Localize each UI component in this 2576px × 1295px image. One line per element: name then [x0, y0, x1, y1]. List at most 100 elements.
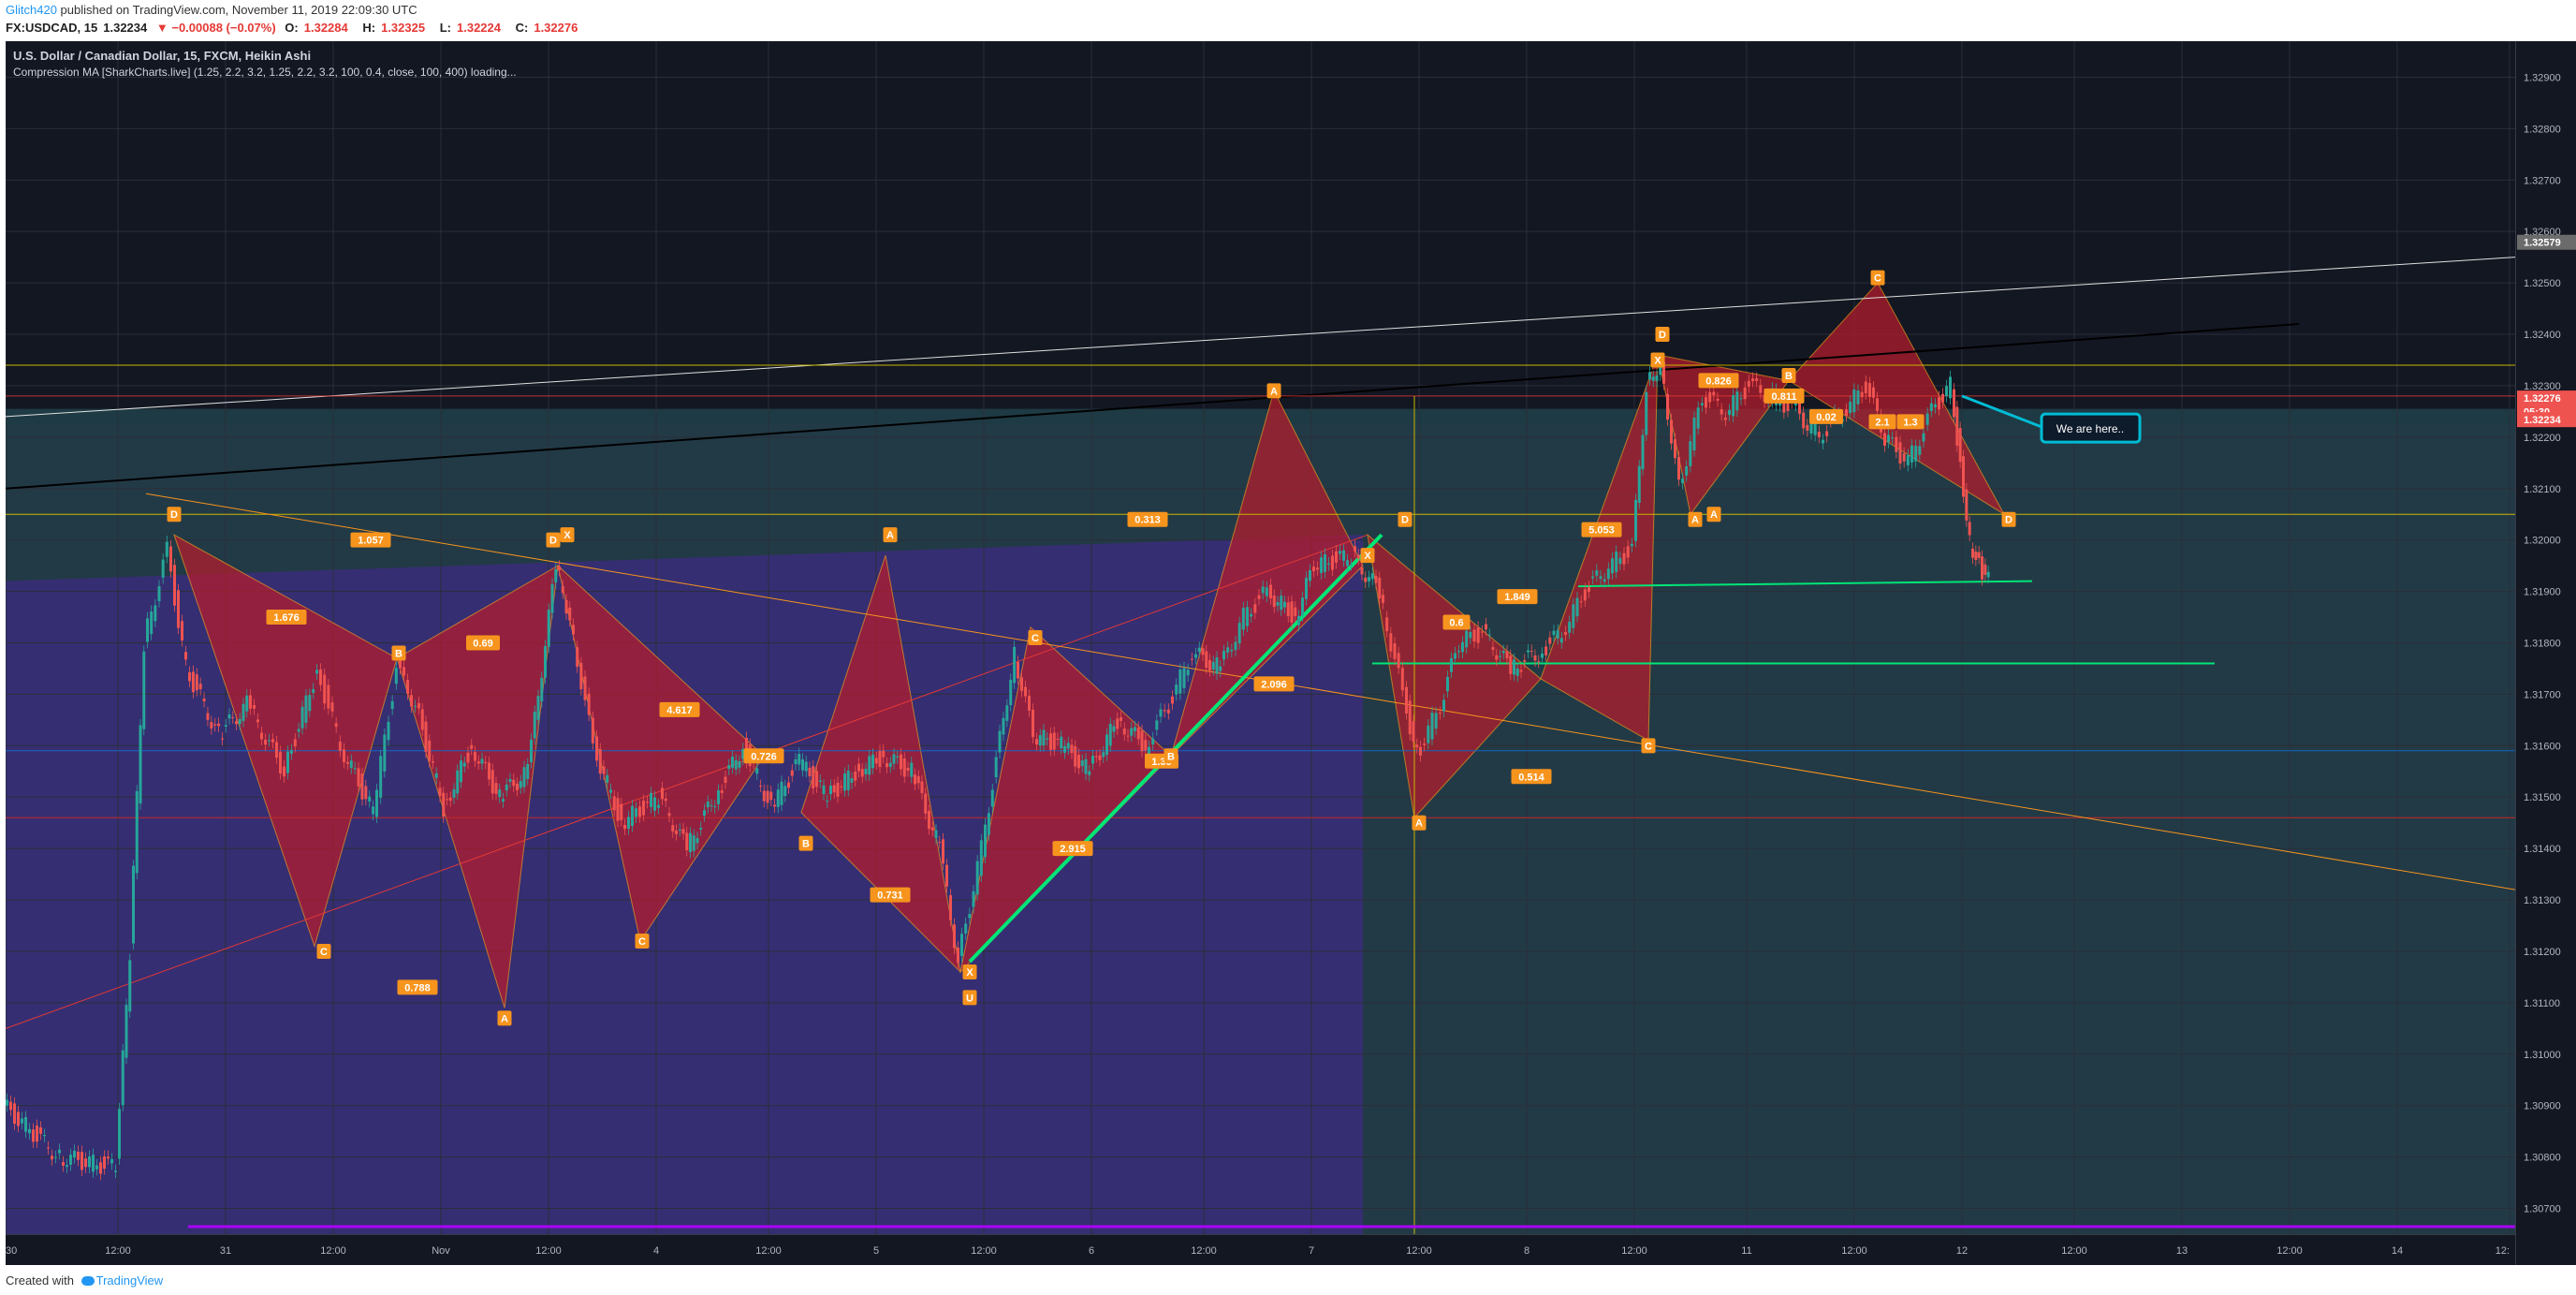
price-tick-label: 1.32100 [2524, 484, 2561, 495]
candle-body [184, 652, 187, 660]
price-axis-scale[interactable]: 1.329001.328001.327001.326001.325001.324… [2516, 41, 2576, 1265]
price-tick-label: 1.32400 [2524, 330, 2561, 341]
candle-body [564, 600, 568, 614]
candle-body [1324, 554, 1326, 572]
purple-wedge [6, 535, 1363, 1234]
pattern-label-text: 0.788 [404, 982, 431, 993]
pattern-label: B [391, 645, 406, 661]
candle-body [1032, 709, 1034, 738]
candle-body [1389, 633, 1393, 652]
pattern-label-box [1764, 388, 1805, 404]
candle-body [1356, 554, 1360, 559]
candle-body [260, 732, 263, 740]
candle-body [103, 1156, 106, 1170]
candle-body [54, 1156, 57, 1158]
candle-body [727, 765, 731, 770]
candle-body [1485, 624, 1487, 630]
low-label: L: [439, 21, 451, 35]
time-tick-label: 11 [1741, 1245, 1751, 1257]
candle-body [1385, 617, 1389, 632]
chart-pane[interactable]: We are here.. D 1.057 D X A 0.313 D 1.849 D X 0.826… [6, 41, 2515, 1265]
pattern-label: D [546, 532, 561, 548]
candle-body [850, 778, 854, 783]
candle-body [1887, 434, 1890, 443]
candle-body [1747, 380, 1750, 387]
candle-body [1116, 718, 1120, 729]
pattern-label: C [316, 943, 331, 959]
candle-body [1230, 649, 1234, 652]
candle-body [1190, 658, 1193, 660]
pattern-label-box [2001, 511, 2016, 527]
candle-body [878, 750, 882, 768]
pattern-label-box [1706, 507, 1721, 522]
candle-body [327, 684, 330, 709]
candle-body [173, 565, 176, 606]
candle-body [631, 805, 634, 827]
candle-body [364, 786, 368, 800]
pattern-triangle [1540, 354, 1659, 742]
candles [6, 354, 1990, 1181]
candle-body [1342, 550, 1345, 561]
pattern-label-text: 1.057 [358, 536, 384, 547]
candle-body [1335, 551, 1338, 563]
candle-body [1883, 433, 1886, 446]
time-axis-scale[interactable]: 30 12:00 31 12:00 Nov 12:00 4 12:00 5 12:00 6 12:00… [6, 1235, 2515, 1266]
time-tick-label: 12:00 [1406, 1245, 1432, 1257]
pattern-label: C [1028, 630, 1043, 645]
pattern-label: U [962, 990, 977, 1006]
time-axis[interactable]: 30 12:00 31 12:00 Nov 12:00 4 12:00 5 12:00 6 12:00… [6, 1234, 2515, 1266]
candle-body [675, 831, 678, 834]
chart-plot[interactable]: We are here..D1.057 D X A0.313 D1.849DX0.826… [6, 41, 2515, 1234]
candle-body [606, 774, 609, 783]
time-tick-label: 12:00 [1191, 1245, 1217, 1257]
pattern-label-box [1028, 630, 1043, 645]
pattern-label-box [1868, 414, 1896, 430]
candle-body [1122, 728, 1126, 735]
candle-body [1728, 409, 1731, 416]
candle-body [323, 674, 327, 704]
candle-body [1674, 439, 1676, 459]
candle-body [822, 785, 826, 795]
candle-body [1630, 543, 1633, 547]
candle-body [1914, 446, 1918, 462]
pattern-label-text: 1.3 [1903, 417, 1917, 428]
candle-body [972, 890, 975, 907]
candle-body [1941, 393, 1944, 403]
pattern-label: 1.3 [1896, 414, 1925, 430]
candle-body [598, 749, 602, 774]
candle-body [1705, 397, 1707, 408]
price-axis[interactable]: 1.32900 1.32800 1.32700 1.32600 1.32500 1.324… [2515, 41, 2576, 1265]
time-tick-label: Nov [432, 1245, 450, 1257]
candle-body [860, 769, 864, 777]
candle-body [1530, 651, 1533, 653]
candle-body [868, 756, 871, 775]
candle-body [36, 1126, 38, 1142]
pattern-label: C [1870, 270, 1885, 286]
candle-body [994, 757, 998, 778]
candle-body [1250, 613, 1253, 617]
price-tag-top-bg [2517, 234, 2576, 250]
pattern-label: 2.915 [1052, 841, 1093, 857]
pattern-label: 0.514 [1511, 769, 1552, 785]
candle-body [609, 789, 612, 793]
red-diagonal [6, 534, 1368, 1029]
pattern-label-text: 2.096 [1261, 679, 1287, 690]
candle-body [801, 759, 804, 771]
candle-body [1009, 679, 1013, 705]
candle-body [1400, 668, 1404, 691]
candle-body [886, 763, 888, 768]
candle-body [264, 740, 267, 745]
candle-body [602, 766, 606, 774]
pattern-label-text: C [1874, 273, 1881, 285]
candle-body [1968, 522, 1971, 536]
candle-body [1070, 744, 1074, 754]
price-tag-current-bg [2517, 390, 2576, 406]
candle-body [934, 830, 938, 838]
candle-body [289, 750, 293, 755]
author-link[interactable]: Glitch420 [6, 3, 57, 17]
candle-body [224, 725, 227, 728]
tradingview-brand-link[interactable]: TradingView [95, 1273, 164, 1288]
candle-body [685, 832, 689, 850]
pattern-label-text: A [501, 1013, 508, 1024]
candle-body [1860, 391, 1864, 398]
